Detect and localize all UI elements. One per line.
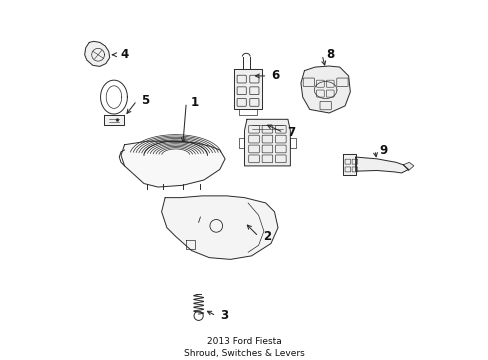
- Text: 6: 6: [271, 69, 279, 82]
- Circle shape: [116, 118, 119, 121]
- Polygon shape: [233, 69, 262, 109]
- Text: 7: 7: [287, 126, 295, 139]
- Text: 1: 1: [190, 96, 198, 109]
- Polygon shape: [355, 157, 407, 173]
- Polygon shape: [104, 116, 123, 125]
- Polygon shape: [161, 196, 278, 259]
- Polygon shape: [121, 141, 224, 187]
- Polygon shape: [343, 153, 355, 175]
- Polygon shape: [84, 41, 109, 66]
- Text: 3: 3: [220, 309, 228, 322]
- Polygon shape: [244, 119, 290, 166]
- Text: 5: 5: [141, 94, 149, 107]
- Text: 2: 2: [263, 230, 270, 243]
- Text: 4: 4: [120, 48, 128, 61]
- Polygon shape: [300, 66, 349, 113]
- Text: 2013 Ford Fiesta
Shroud, Switches & Levers: 2013 Ford Fiesta Shroud, Switches & Leve…: [184, 337, 304, 358]
- Text: 9: 9: [379, 144, 386, 157]
- Text: 8: 8: [325, 48, 334, 61]
- Polygon shape: [403, 162, 413, 171]
